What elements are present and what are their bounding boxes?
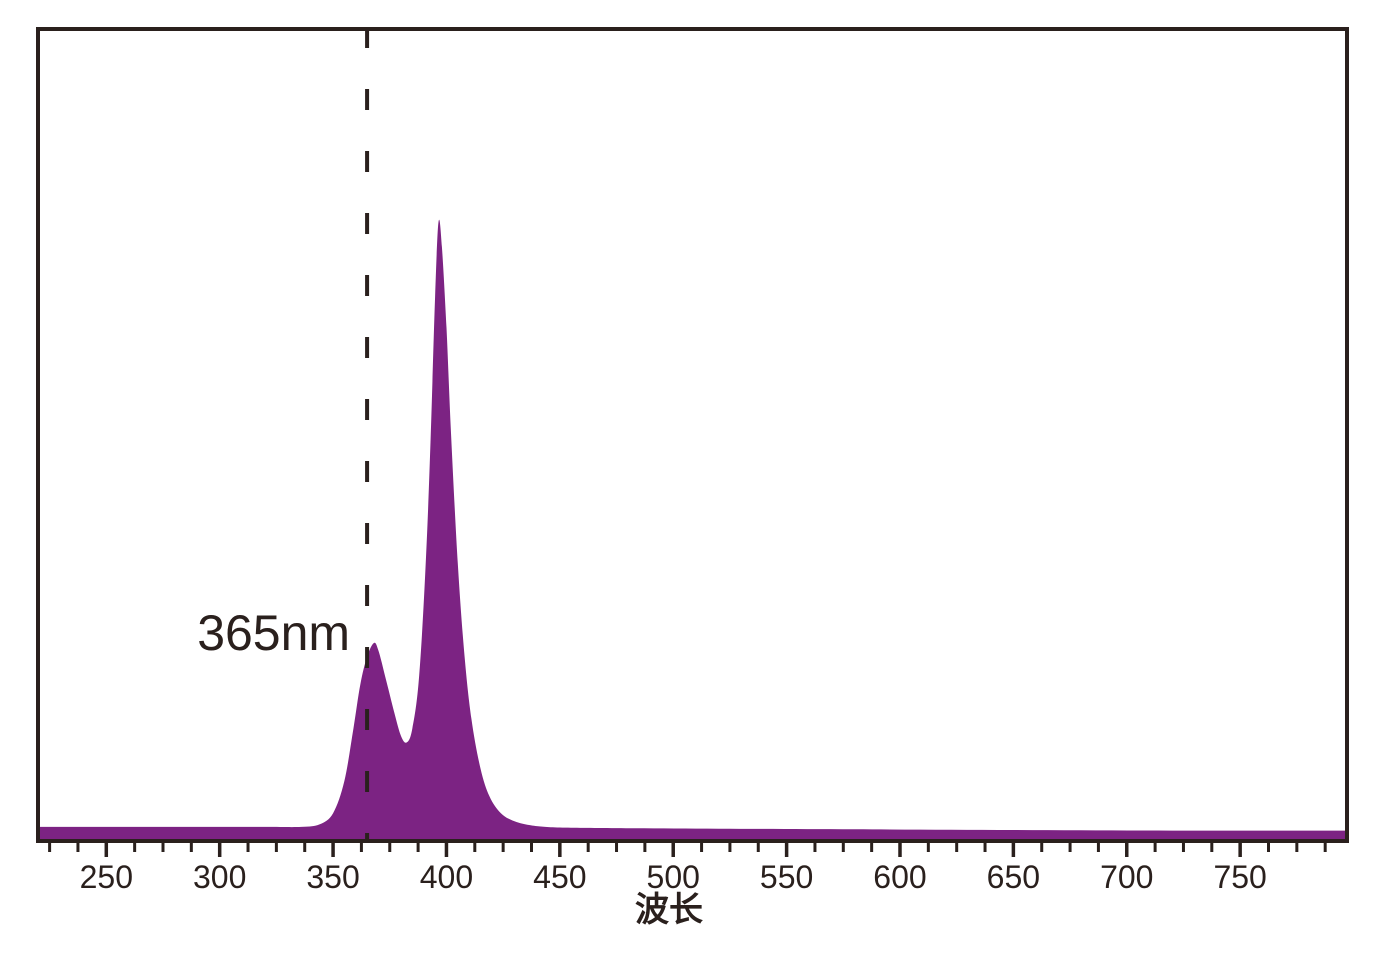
x-tick-label: 450 <box>533 859 586 895</box>
x-tick-label: 500 <box>647 859 700 895</box>
plot-frame <box>36 27 1349 843</box>
x-tick-label: 350 <box>306 859 359 895</box>
peak-annotation-365nm: 365nm <box>197 605 350 661</box>
x-tick-label: 650 <box>987 859 1040 895</box>
spectrum-area-series <box>36 219 1349 843</box>
x-tick-label: 300 <box>193 859 246 895</box>
x-tick-label: 250 <box>80 859 133 895</box>
x-tick-label: 750 <box>1213 859 1266 895</box>
x-tick-label: 600 <box>873 859 926 895</box>
x-axis-tick-labels: 250 300 350 400 450 500 550 600 650 700 750 <box>80 859 1267 895</box>
x-tick-label: 700 <box>1100 859 1153 895</box>
x-tick-label: 400 <box>420 859 473 895</box>
x-axis-title: 波长 <box>635 891 703 929</box>
x-tick-label: 550 <box>760 859 813 895</box>
x-axis-ticks <box>48 841 1327 857</box>
